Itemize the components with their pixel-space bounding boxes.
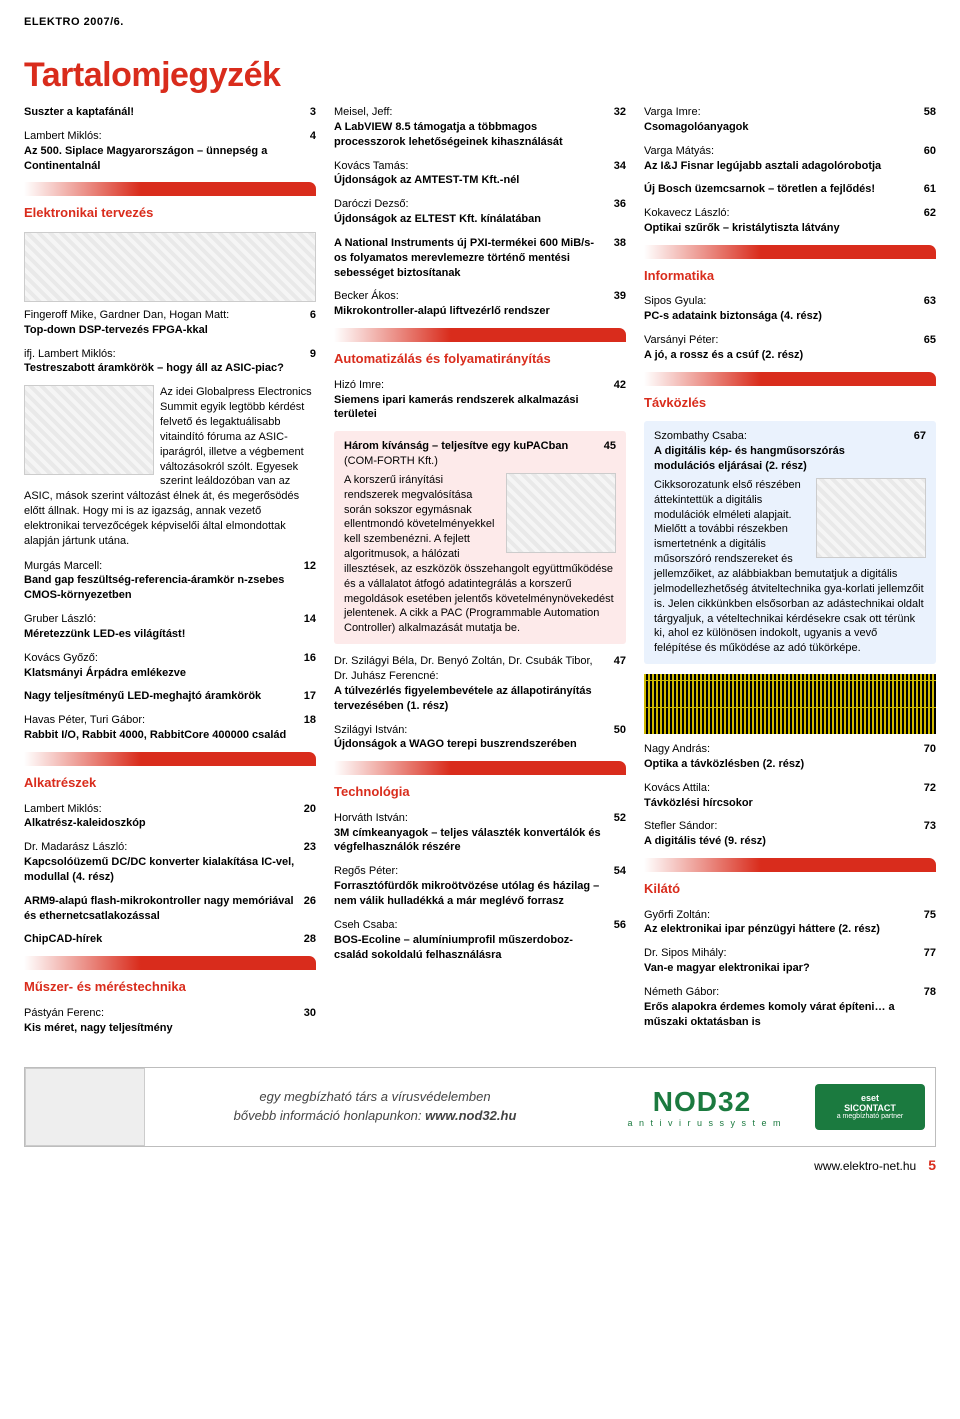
section-heading: Műszer- és méréstechnika	[24, 978, 316, 998]
toc-entry: Hizó Imre:Siemens ipari kamerás rendszer…	[334, 378, 626, 423]
toc-entry: Kovács Tamás:Újdonságok az AMTEST-TM Kft…	[334, 159, 626, 189]
section-heading: Elektronikai tervezés	[24, 204, 316, 224]
toc-entry: A National Instruments új PXI-termékei 6…	[334, 236, 626, 281]
logo-text: ELEKTRO 2007/6.	[24, 16, 124, 28]
ad-text: egy megbízható társ a vírusvédelemben bő…	[145, 1080, 605, 1132]
section-heading: Automatizálás és folyamatirányítás	[334, 350, 626, 370]
toc-entry: Varga Imre:Csomagolóanyagok 58	[644, 105, 936, 135]
footer-url: www.elektro-net.hu	[814, 1159, 916, 1173]
toc-entry: Fingeroff Mike, Gardner Dan, Hogan Matt:…	[24, 308, 316, 338]
section-heading: Távközlés	[644, 394, 936, 414]
section-divider	[24, 956, 316, 970]
section-divider	[24, 752, 316, 766]
section-divider	[644, 245, 936, 259]
waveform-figure	[644, 674, 936, 734]
toc-entry: Kokavecz László:Optikai szűrők – kristál…	[644, 206, 936, 236]
page-number: 5	[928, 1157, 936, 1173]
section-divider	[24, 182, 316, 196]
entry-description: Az idei Globalpress Electronics Summit e…	[24, 385, 316, 548]
toc-column-2: Meisel, Jeff:A LabVIEW 8.5 támogatja a t…	[334, 105, 626, 1045]
toc-entry: Stefler Sándor:A digitális tévé (9. rész…	[644, 819, 936, 849]
toc-entry: Horváth István:3M címkeanyagok – teljes …	[334, 811, 626, 856]
toc-entry: Győrfi Zoltán:Az elektronikai ipar pénzü…	[644, 908, 936, 938]
toc-entry: ChipCAD-hírek 28	[24, 932, 316, 947]
figure-placeholder	[24, 232, 316, 302]
page-title: Tartalomjegyzék	[24, 56, 936, 95]
toc-entry: Cseh Csaba:BOS-Ecoline – alumíniumprofil…	[334, 918, 626, 963]
toc-entry: Dr. Sipos Mihály:Van-e magyar elektronik…	[644, 946, 936, 976]
toc-entry: ifj. Lambert Miklós:Testreszabott áramkö…	[24, 347, 316, 377]
toc-entry: Kovács Attila:Távközlési hírcsokor 72	[644, 781, 936, 811]
toc-entry: Havas Péter, Turi Gábor:Rabbit I/O, Rabb…	[24, 713, 316, 743]
toc-entry: Kovács Győző:Klatsmányi Árpádra emlékezv…	[24, 651, 316, 681]
section-heading: Kilátó	[644, 880, 936, 900]
nod-logo: NOD32	[653, 1086, 751, 1117]
toc-entry: Gruber László:Méretezzünk LED-es világít…	[24, 612, 316, 642]
figure-placeholder	[816, 478, 926, 558]
figure-placeholder	[24, 385, 154, 475]
toc-entry: Suszter a kaptafánál! 3	[24, 105, 316, 120]
page-footer: www.elektro-net.hu 5	[24, 1157, 936, 1173]
toc-entry: Dr. Szilágyi Béla, Dr. Benyó Zoltán, Dr.…	[334, 654, 626, 713]
toc-entry: Dr. Madarász László:Kapcsolóüzemű DC/DC …	[24, 840, 316, 885]
section-divider	[334, 761, 626, 775]
ad-image-placeholder	[25, 1068, 145, 1146]
toc-entry: Németh Gábor:Erős alapokra érdemes komol…	[644, 985, 936, 1030]
toc-entry: Nagy András:Optika a távközlésben (2. ré…	[644, 742, 936, 772]
toc-entry: Varga Mátyás:Az I&J Fisnar legújabb aszt…	[644, 144, 936, 174]
toc-entry: Meisel, Jeff:A LabVIEW 8.5 támogatja a t…	[334, 105, 626, 150]
callout-box: Szombathy Csaba:A digitális kép- és hang…	[644, 421, 936, 664]
section-heading: Technológia	[334, 783, 626, 803]
toc-entry: Sipos Gyula:PC-s adataink biztonsága (4.…	[644, 294, 936, 324]
toc-entry: Nagy teljesítményű LED-meghajtó áramkörö…	[24, 689, 316, 704]
section-divider	[334, 328, 626, 342]
ad-brand-block: NOD32 a n t i v i r u s s y s t e m	[605, 1086, 805, 1128]
callout-box: Három kívánság – teljesítve egy kuPACban…	[334, 431, 626, 644]
toc-entry: Lambert Miklós:Az 500. Siplace Magyarors…	[24, 129, 316, 174]
toc-entry: Szilágyi István:Újdonságok a WAGO terepi…	[334, 723, 626, 753]
toc-entry: Regős Péter:Forrasztófürdők mikroötvözés…	[334, 864, 626, 909]
issue-label: ELEKTRO 2007/6.	[24, 16, 936, 28]
section-heading: Informatika	[644, 267, 936, 287]
eset-badge: eset SICONTACT a megbízható partner	[815, 1084, 925, 1130]
toc-entry: ARM9-alapú flash-mikrokontroller nagy me…	[24, 894, 316, 924]
toc-column-1: Suszter a kaptafánál! 3 Lambert Miklós:A…	[24, 105, 316, 1045]
section-divider	[644, 858, 936, 872]
toc-entry: Varsányi Péter:A jó, a rossz és a csúf (…	[644, 333, 936, 363]
toc-entry: Daróczi Dezső:Újdonságok az ELTEST Kft. …	[334, 197, 626, 227]
toc-entry: Új Bosch üzemcsarnok – töretlen a fejlőd…	[644, 182, 936, 197]
nod-subtitle: a n t i v i r u s s y s t e m	[605, 1118, 805, 1128]
toc-entry: Becker Ákos:Mikrokontroller-alapú liftve…	[334, 289, 626, 319]
toc-entry: Murgás Marcell:Band gap feszültség-refer…	[24, 559, 316, 604]
toc-entry: Lambert Miklós:Alkatrész-kaleidoszkóp 20	[24, 802, 316, 832]
section-divider	[644, 372, 936, 386]
footer-ad-banner: egy megbízható társ a vírusvédelemben bő…	[24, 1067, 936, 1147]
section-heading: Alkatrészek	[24, 774, 316, 794]
toc-entry: Pástyán Ferenc:Kis méret, nagy teljesítm…	[24, 1006, 316, 1036]
figure-placeholder	[506, 473, 616, 553]
toc-column-3: Varga Imre:Csomagolóanyagok 58 Varga Mát…	[644, 105, 936, 1045]
